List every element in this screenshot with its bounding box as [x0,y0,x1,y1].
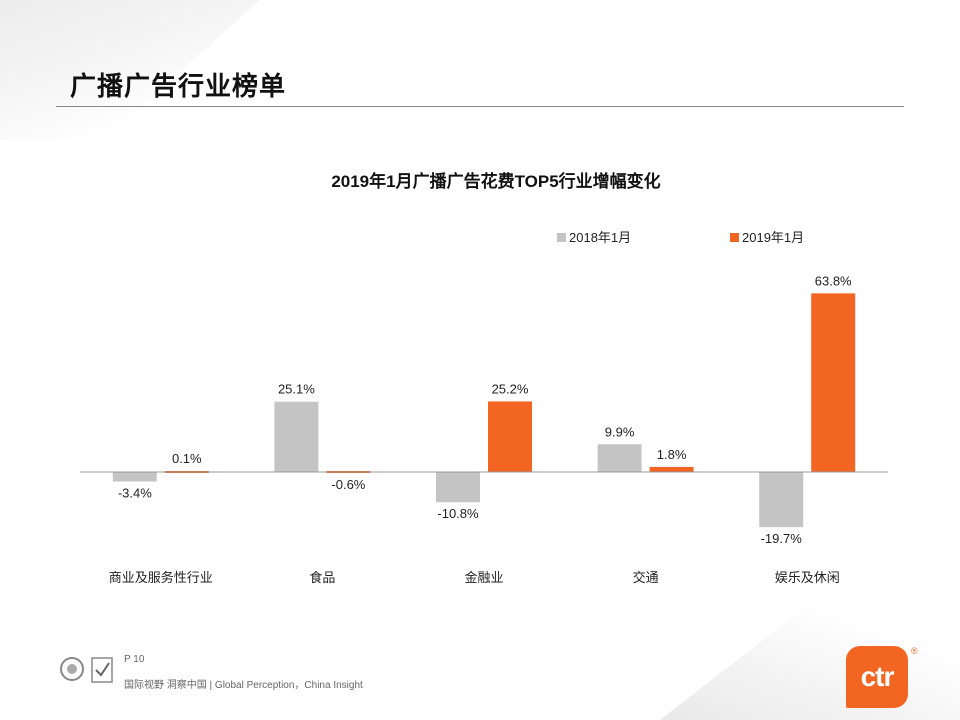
category-label: 食品 [309,570,335,585]
category-label: 金融业 [464,570,503,585]
legend-swatch [557,233,566,242]
bar [274,401,319,472]
data-label: -10.8% [437,506,479,521]
certification-icon [60,657,113,683]
bar [112,472,157,482]
bar [488,401,532,472]
data-label: 9.9% [605,424,635,439]
bar [811,293,856,472]
title-divider [56,106,904,107]
data-label: 25.2% [492,381,529,396]
data-label: 0.1% [172,451,202,466]
ctr-logo: ctr [846,646,908,708]
category-label: 商业及服务性行业 [109,570,213,585]
data-label: -3.4% [118,486,152,501]
data-label: 1.8% [657,447,687,462]
legend-label: 2019年1月 [742,230,804,245]
registered-mark: ® [911,646,918,656]
bar [597,444,642,472]
data-label: 25.1% [278,382,315,397]
legend-label: 2018年1月 [569,230,631,245]
bar [759,472,804,528]
category-label: 交通 [633,570,659,585]
bar [436,472,480,503]
chart-title: 2019年1月广播广告花费TOP5行业增幅变化 [331,171,660,191]
legend-swatch [730,233,739,242]
footer-slogan: 国际视野 洞察中国 | Global Perception，China Insi… [124,680,363,691]
data-label: -19.7% [761,531,803,546]
page-number: P 10 [124,654,145,665]
data-label: -0.6% [331,477,365,492]
category-label: 娱乐及休闲 [775,570,840,585]
bar-chart: 2019年1月广播广告花费TOP5行业增幅变化 2018年1月 2019年1月 -3.… [80,171,888,585]
data-label: 63.8% [815,273,852,288]
page-title: 广播广告行业榜单 [70,71,287,101]
bar [649,466,694,472]
